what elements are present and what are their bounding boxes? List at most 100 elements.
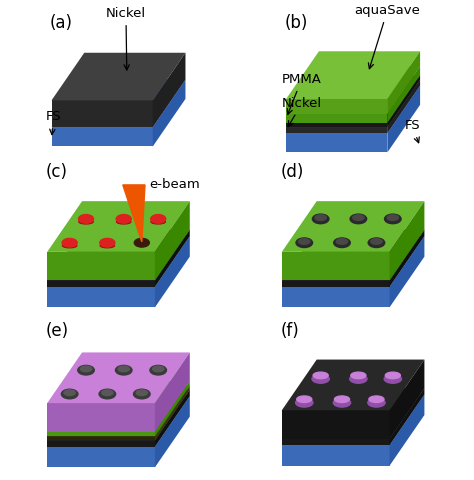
Polygon shape [47,386,190,436]
Polygon shape [390,229,424,287]
Polygon shape [155,386,190,440]
Polygon shape [390,395,424,466]
Ellipse shape [312,374,329,383]
Ellipse shape [134,389,150,399]
Polygon shape [47,440,155,447]
Polygon shape [286,75,420,123]
Ellipse shape [313,372,328,379]
Polygon shape [155,381,190,436]
Ellipse shape [368,238,385,248]
Ellipse shape [350,214,366,224]
Ellipse shape [116,215,131,223]
Text: (e): (e) [46,322,69,339]
Polygon shape [286,99,387,114]
Text: (d): (d) [280,163,304,181]
Polygon shape [47,236,190,287]
Text: (a): (a) [50,14,73,32]
Text: Nickel: Nickel [106,7,146,70]
Text: FS: FS [46,110,61,134]
Polygon shape [155,396,190,468]
Ellipse shape [335,396,349,403]
Polygon shape [52,80,185,127]
Ellipse shape [136,390,147,396]
Polygon shape [282,280,390,287]
Polygon shape [286,127,387,133]
Ellipse shape [153,366,164,372]
Polygon shape [390,201,424,280]
Text: (b): (b) [285,14,308,32]
Text: FS: FS [404,119,420,143]
Ellipse shape [387,215,399,220]
Polygon shape [286,123,387,127]
Polygon shape [155,201,190,280]
Ellipse shape [79,215,93,223]
Ellipse shape [62,239,77,247]
Polygon shape [282,229,424,280]
Polygon shape [282,395,424,445]
Polygon shape [387,80,420,133]
Polygon shape [286,114,387,123]
Ellipse shape [100,243,115,248]
Ellipse shape [151,215,166,223]
Text: (c): (c) [46,163,68,181]
Polygon shape [387,51,420,114]
Ellipse shape [116,365,132,375]
Polygon shape [286,133,387,153]
Polygon shape [387,75,420,127]
Ellipse shape [99,389,116,399]
Text: (f): (f) [280,322,299,339]
Ellipse shape [64,390,75,396]
Polygon shape [47,447,155,468]
Ellipse shape [369,396,384,403]
Ellipse shape [81,366,91,372]
Polygon shape [282,439,390,445]
Ellipse shape [296,398,313,407]
Polygon shape [47,252,155,280]
Ellipse shape [134,239,149,247]
Polygon shape [390,388,424,445]
Text: aquaSave: aquaSave [355,4,420,69]
Polygon shape [47,381,190,432]
Polygon shape [155,236,190,307]
Polygon shape [390,236,424,307]
Polygon shape [282,201,424,252]
Ellipse shape [118,366,129,372]
Ellipse shape [150,365,166,375]
Ellipse shape [296,238,312,248]
Text: PMMA: PMMA [282,73,321,114]
Polygon shape [47,229,190,280]
Ellipse shape [334,238,350,248]
Polygon shape [286,85,420,133]
Polygon shape [123,185,145,242]
Ellipse shape [385,372,401,379]
Polygon shape [47,287,155,307]
Polygon shape [390,360,424,439]
Ellipse shape [350,374,367,383]
Polygon shape [155,352,190,432]
Ellipse shape [368,398,385,407]
Ellipse shape [333,398,351,407]
Polygon shape [387,66,420,123]
Ellipse shape [299,239,310,244]
Polygon shape [47,432,155,436]
Polygon shape [282,236,424,287]
Polygon shape [153,53,185,127]
Polygon shape [282,388,424,439]
Polygon shape [282,445,390,466]
Polygon shape [282,360,424,410]
Polygon shape [286,66,420,114]
Ellipse shape [100,239,115,247]
Ellipse shape [384,374,401,383]
Polygon shape [387,85,420,153]
Ellipse shape [351,372,366,379]
Polygon shape [286,51,420,99]
Polygon shape [286,80,420,127]
Ellipse shape [315,215,326,220]
Ellipse shape [312,214,329,224]
Polygon shape [47,352,190,403]
Polygon shape [47,403,155,432]
Polygon shape [47,201,190,252]
Polygon shape [47,280,155,287]
Text: e-beam: e-beam [150,179,201,192]
Polygon shape [282,252,390,280]
